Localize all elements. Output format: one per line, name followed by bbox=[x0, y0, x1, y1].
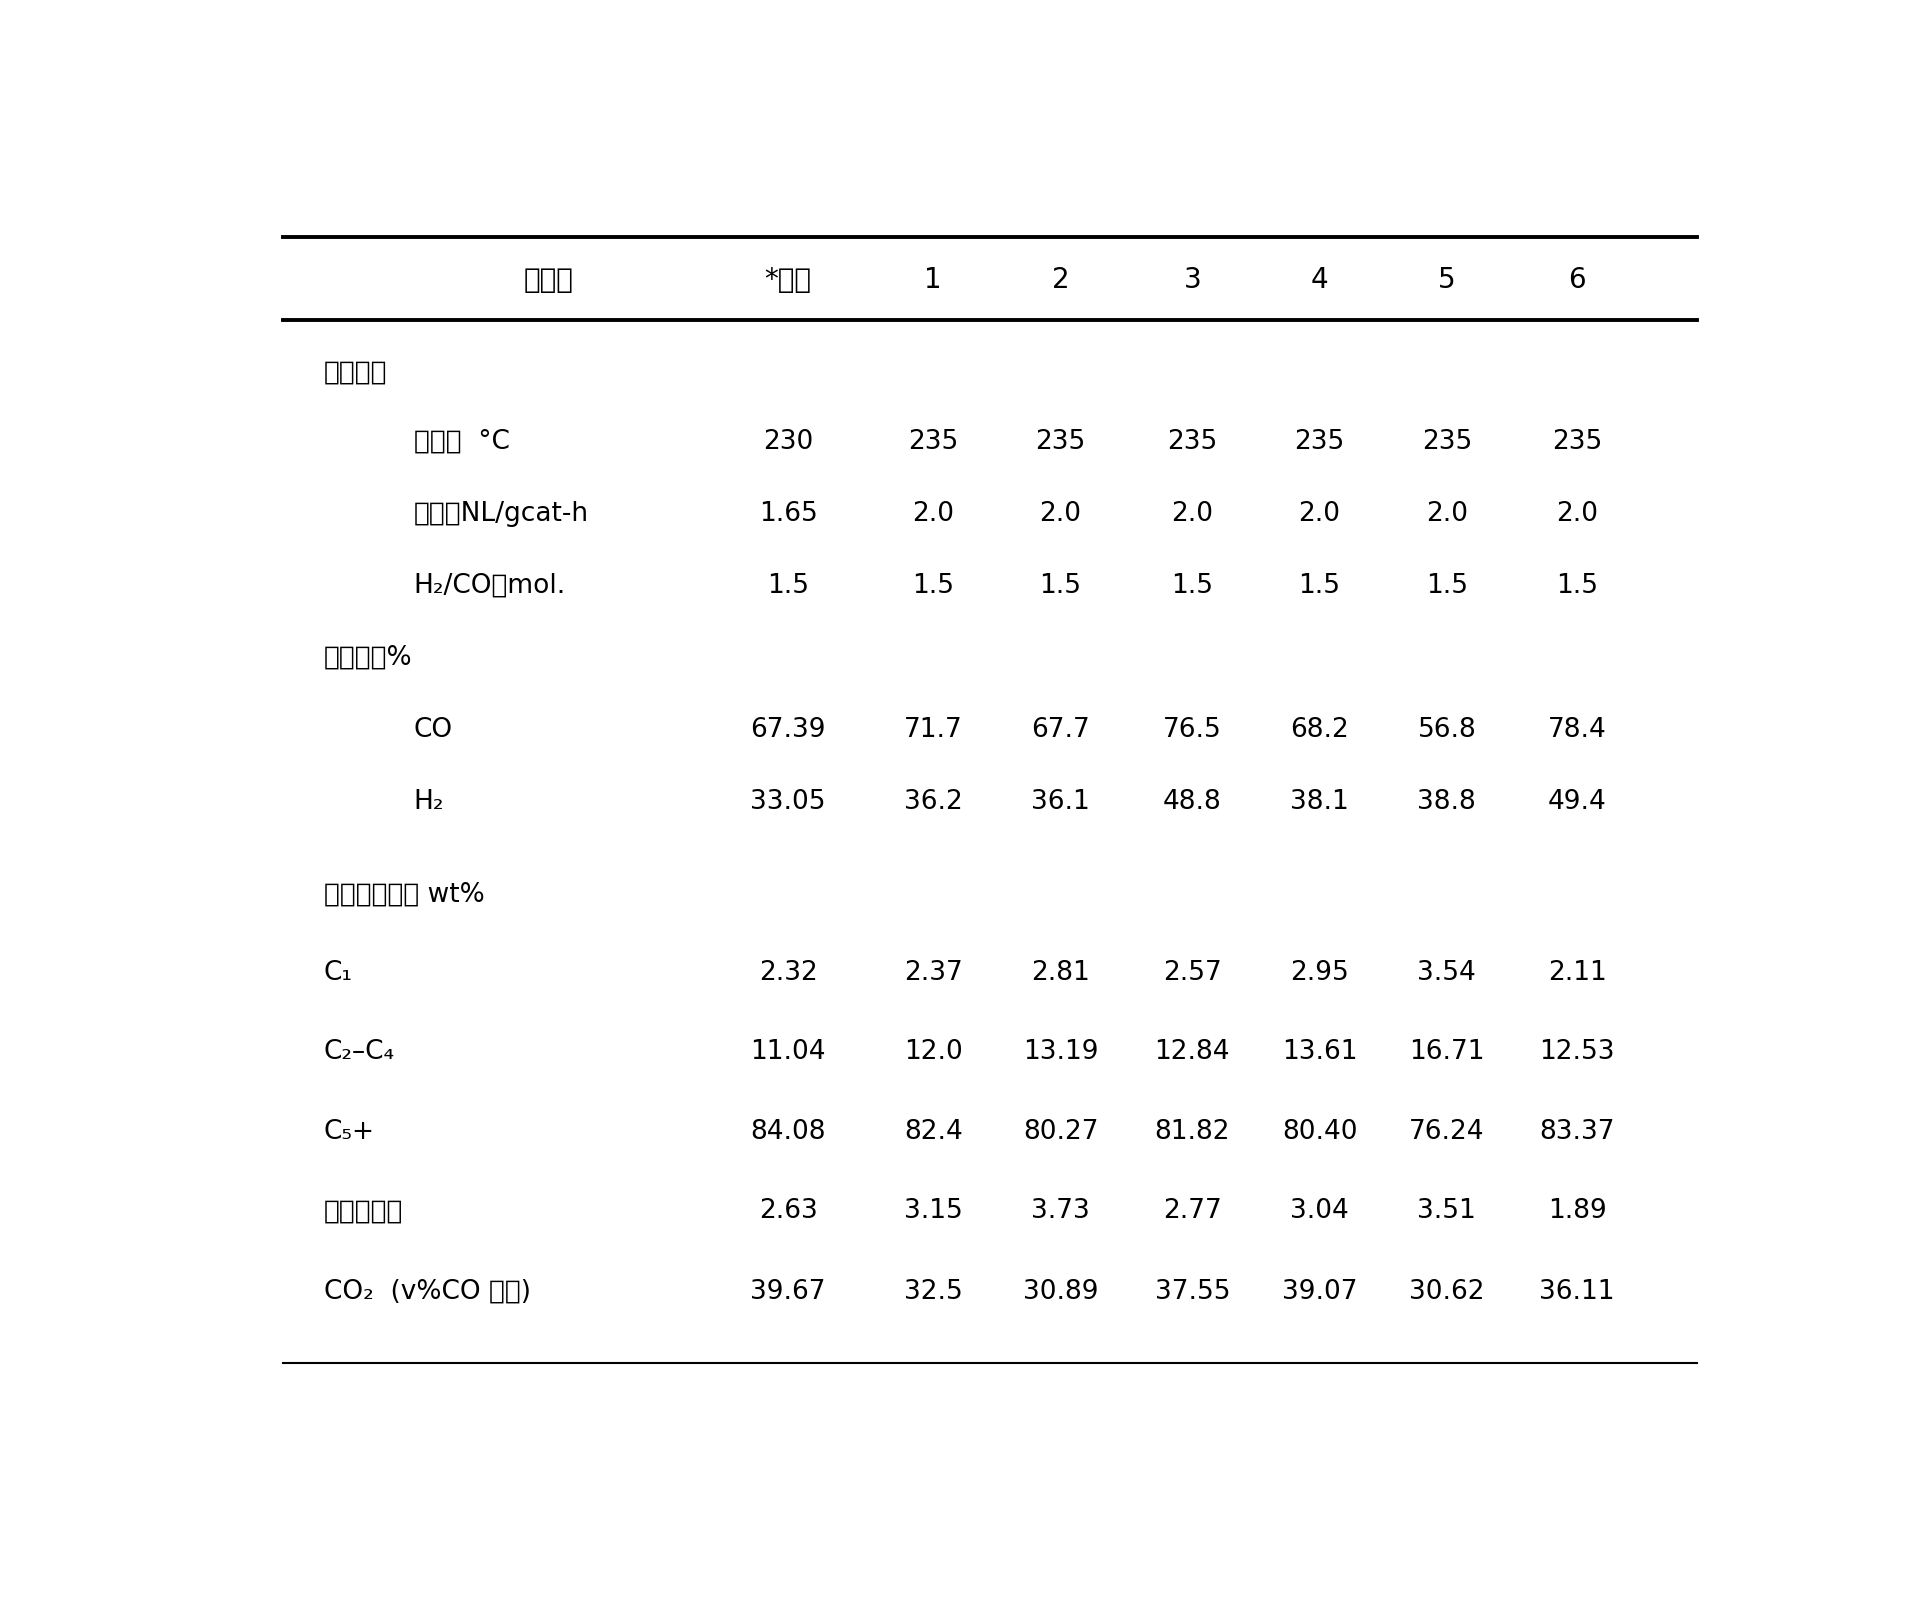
Text: 48.8: 48.8 bbox=[1163, 788, 1221, 814]
Text: 2.95: 2.95 bbox=[1291, 959, 1349, 987]
Text: 2.0: 2.0 bbox=[1555, 501, 1598, 527]
Text: 78.4: 78.4 bbox=[1548, 717, 1607, 743]
Text: 1.65: 1.65 bbox=[759, 501, 817, 527]
Text: 67.7: 67.7 bbox=[1032, 717, 1090, 743]
Text: 4: 4 bbox=[1310, 266, 1329, 295]
Text: 37.55: 37.55 bbox=[1155, 1278, 1231, 1306]
Text: 2: 2 bbox=[1051, 266, 1068, 295]
Text: 235: 235 bbox=[1422, 429, 1472, 455]
Text: 38.8: 38.8 bbox=[1418, 788, 1476, 814]
Text: 1.89: 1.89 bbox=[1548, 1198, 1607, 1224]
Text: 转化率，%: 转化率，% bbox=[325, 645, 412, 671]
Text: 1.5: 1.5 bbox=[1426, 572, 1468, 598]
Text: 30.62: 30.62 bbox=[1408, 1278, 1484, 1306]
Text: 1.5: 1.5 bbox=[1555, 572, 1598, 598]
Text: 36.11: 36.11 bbox=[1540, 1278, 1615, 1306]
Text: C₂–C₄: C₂–C₄ bbox=[325, 1040, 394, 1066]
Text: 2.81: 2.81 bbox=[1032, 959, 1090, 987]
Text: 2.0: 2.0 bbox=[1039, 501, 1082, 527]
Text: 32.5: 32.5 bbox=[904, 1278, 962, 1306]
Text: 2.57: 2.57 bbox=[1163, 959, 1221, 987]
Text: 2.77: 2.77 bbox=[1163, 1198, 1221, 1224]
Text: 3.73: 3.73 bbox=[1032, 1198, 1090, 1224]
Text: 反应条件: 反应条件 bbox=[325, 359, 386, 385]
Text: 56.8: 56.8 bbox=[1418, 717, 1476, 743]
Text: C₅+: C₅+ bbox=[325, 1119, 375, 1145]
Text: 76.5: 76.5 bbox=[1163, 717, 1221, 743]
Text: 12.84: 12.84 bbox=[1155, 1040, 1231, 1066]
Text: *对比: *对比 bbox=[765, 266, 811, 295]
Text: 实施例: 实施例 bbox=[524, 266, 574, 295]
Text: 2.37: 2.37 bbox=[904, 959, 962, 987]
Text: 3.15: 3.15 bbox=[904, 1198, 962, 1224]
Text: 235: 235 bbox=[908, 429, 958, 455]
Text: 含氧有机物: 含氧有机物 bbox=[325, 1198, 404, 1224]
Text: 11.04: 11.04 bbox=[750, 1040, 825, 1066]
Text: C₁: C₁ bbox=[325, 959, 354, 987]
Text: 3.04: 3.04 bbox=[1291, 1198, 1349, 1224]
Text: 38.1: 38.1 bbox=[1291, 788, 1349, 814]
Text: 83.37: 83.37 bbox=[1540, 1119, 1615, 1145]
Text: 36.1: 36.1 bbox=[1032, 788, 1090, 814]
Text: 39.07: 39.07 bbox=[1281, 1278, 1358, 1306]
Text: 13.19: 13.19 bbox=[1022, 1040, 1097, 1066]
Text: 82.4: 82.4 bbox=[904, 1119, 962, 1145]
Text: CO: CO bbox=[413, 717, 452, 743]
Text: 80.40: 80.40 bbox=[1281, 1119, 1358, 1145]
Text: 3.51: 3.51 bbox=[1418, 1198, 1476, 1224]
Text: 33.05: 33.05 bbox=[750, 788, 825, 814]
Text: 30.89: 30.89 bbox=[1022, 1278, 1097, 1306]
Text: 1.5: 1.5 bbox=[1298, 572, 1341, 598]
Text: 6: 6 bbox=[1569, 266, 1586, 295]
Text: 12.0: 12.0 bbox=[904, 1040, 962, 1066]
Text: 235: 235 bbox=[1294, 429, 1345, 455]
Text: 1.5: 1.5 bbox=[1039, 572, 1082, 598]
Text: 2.0: 2.0 bbox=[1171, 501, 1213, 527]
Text: 1.5: 1.5 bbox=[912, 572, 954, 598]
Text: 235: 235 bbox=[1551, 429, 1602, 455]
Text: 空速，NL/gcat-h: 空速，NL/gcat-h bbox=[413, 501, 589, 527]
Text: 13.61: 13.61 bbox=[1281, 1040, 1358, 1066]
Text: 2.32: 2.32 bbox=[759, 959, 817, 987]
Text: 80.27: 80.27 bbox=[1022, 1119, 1097, 1145]
Text: 1.5: 1.5 bbox=[1171, 572, 1213, 598]
Text: 84.08: 84.08 bbox=[750, 1119, 825, 1145]
Text: 1: 1 bbox=[923, 266, 943, 295]
Text: 3: 3 bbox=[1184, 266, 1202, 295]
Text: 81.82: 81.82 bbox=[1155, 1119, 1231, 1145]
Text: 2.0: 2.0 bbox=[1298, 501, 1341, 527]
Text: 235: 235 bbox=[1167, 429, 1217, 455]
Text: 1.5: 1.5 bbox=[767, 572, 810, 598]
Text: 5: 5 bbox=[1437, 266, 1455, 295]
Text: 2.0: 2.0 bbox=[912, 501, 954, 527]
Text: 16.71: 16.71 bbox=[1408, 1040, 1484, 1066]
Text: 2.0: 2.0 bbox=[1426, 501, 1468, 527]
Text: 温度，  °C: 温度， °C bbox=[413, 429, 510, 455]
Text: 39.67: 39.67 bbox=[750, 1278, 825, 1306]
Text: 67.39: 67.39 bbox=[750, 717, 825, 743]
Text: 2.63: 2.63 bbox=[759, 1198, 817, 1224]
Text: H₂/CO，mol.: H₂/CO，mol. bbox=[413, 572, 566, 598]
Text: H₂: H₂ bbox=[413, 788, 444, 814]
Text: 3.54: 3.54 bbox=[1418, 959, 1476, 987]
Text: 12.53: 12.53 bbox=[1540, 1040, 1615, 1066]
Text: 36.2: 36.2 bbox=[904, 788, 962, 814]
Text: 76.24: 76.24 bbox=[1408, 1119, 1484, 1145]
Text: 68.2: 68.2 bbox=[1291, 717, 1349, 743]
Text: 230: 230 bbox=[763, 429, 813, 455]
Text: 49.4: 49.4 bbox=[1548, 788, 1607, 814]
Text: CO₂  (v%CO 转化): CO₂ (v%CO 转化) bbox=[325, 1278, 531, 1306]
Text: 2.11: 2.11 bbox=[1548, 959, 1607, 987]
Text: 235: 235 bbox=[1036, 429, 1086, 455]
Text: 71.7: 71.7 bbox=[904, 717, 962, 743]
Text: 烃产物选择性 wt%: 烃产物选择性 wt% bbox=[325, 882, 485, 908]
